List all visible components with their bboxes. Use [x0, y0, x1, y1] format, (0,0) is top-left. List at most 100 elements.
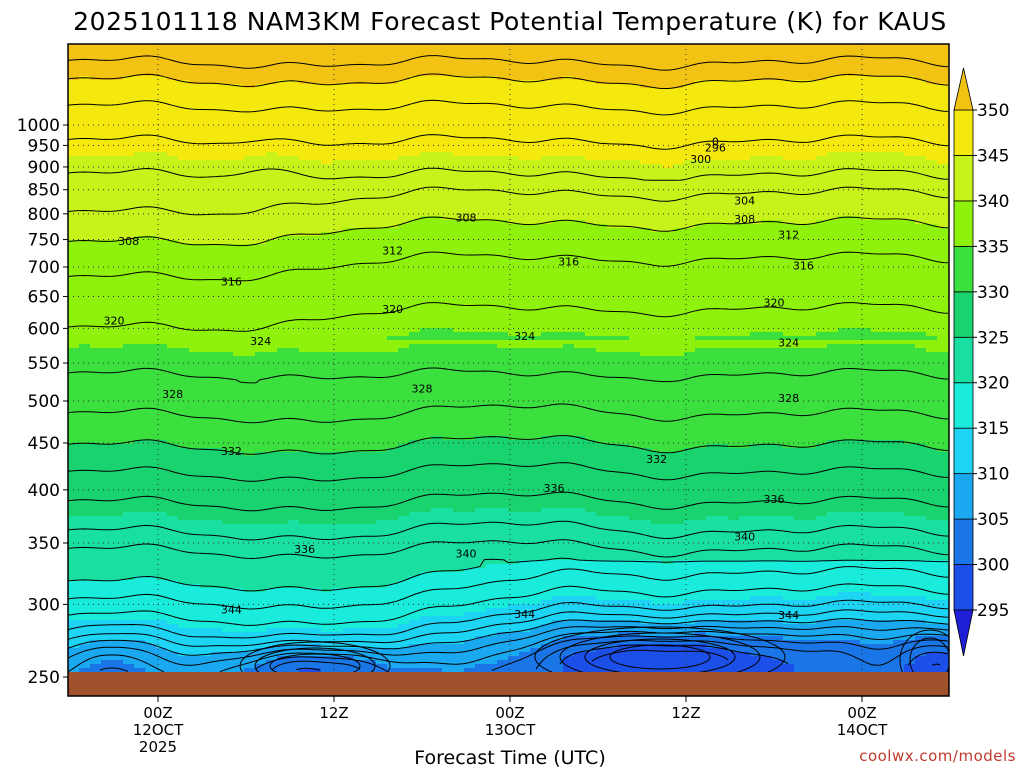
fill-cell: [706, 160, 718, 225]
fill-cell: [838, 44, 850, 77]
x-tick-label: 12OCT: [133, 721, 184, 739]
fill-cell: [783, 560, 795, 601]
fill-cell: [277, 588, 289, 629]
fill-cell: [739, 80, 751, 161]
fill-cell: [629, 160, 641, 229]
fill-cell: [376, 352, 388, 453]
fill-cell: [354, 524, 366, 589]
fill-cell: [409, 332, 421, 341]
fill-cell: [387, 648, 399, 669]
fill-cell: [101, 156, 113, 241]
fill-cell: [860, 440, 872, 513]
fill-cell: [563, 340, 575, 345]
fill-cell: [486, 332, 498, 341]
fill-cell: [860, 512, 872, 561]
contour-lines: [68, 55, 949, 691]
fill-cell: [233, 452, 245, 525]
fill-cell: [640, 600, 652, 625]
fill-cell: [508, 80, 520, 157]
contour-label-336: 336: [544, 482, 565, 495]
fill-cell: [739, 160, 751, 225]
fill-cell: [717, 560, 729, 601]
fill-cell: [893, 152, 905, 221]
fill-cell: [937, 520, 949, 561]
fill-cell: [530, 648, 542, 677]
plot-frame: [67, 43, 950, 697]
fill-cell: [607, 636, 619, 649]
fill-cell: [871, 76, 883, 153]
fill-cell: [343, 228, 355, 353]
fill-cell: [849, 44, 861, 77]
fill-cell: [530, 224, 542, 337]
fill-cell: [772, 444, 784, 517]
fill-cell: [453, 44, 465, 77]
fill-cell: [838, 152, 850, 217]
fill-cell: [343, 352, 355, 453]
fill-cell: [772, 220, 784, 333]
fill-cell: [519, 224, 531, 337]
colorbar-label-330: 330: [977, 283, 1009, 303]
fill-cell: [838, 76, 850, 153]
fill-cell: [519, 604, 531, 633]
fill-cell: [761, 656, 773, 677]
colorbar-label-305: 305: [977, 510, 1009, 530]
fill-cell: [530, 80, 542, 161]
fill-cell: [706, 560, 718, 601]
fill-cell: [376, 452, 388, 521]
fill-cell: [827, 44, 839, 77]
fill-cell: [684, 644, 696, 677]
fill-cell: [244, 244, 256, 357]
fill-cell: [541, 224, 553, 333]
fill-cell: [717, 80, 729, 161]
y-tick-label-750: 750: [28, 231, 60, 251]
fill-cell: [695, 160, 707, 225]
fill-cell: [321, 84, 333, 165]
fill-cell: [299, 352, 311, 453]
fill-cell: [882, 220, 894, 333]
contour-line-314: [68, 599, 949, 639]
fill-cell: [123, 156, 135, 241]
fill-cell: [662, 452, 674, 525]
fill-cell: [134, 640, 146, 669]
fill-cell: [783, 348, 795, 449]
fill-cell: [354, 352, 366, 453]
fill-cell: [398, 44, 410, 81]
fill-cell: [607, 516, 619, 561]
fill-cell: [332, 84, 344, 161]
fill-cell: [849, 216, 861, 329]
fill-cell: [486, 340, 498, 345]
fill-cell: [794, 336, 806, 341]
fill-cell: [156, 240, 168, 345]
fill-cell: [79, 620, 91, 645]
fill-cell: [123, 76, 135, 157]
fill-cell: [772, 596, 784, 621]
fill-cell: [376, 160, 388, 229]
fill-cell: [277, 524, 289, 589]
fill-cell: [629, 560, 641, 601]
fill-cell: [134, 236, 146, 345]
contour-line-344: [68, 167, 949, 181]
fill-cell: [431, 340, 443, 345]
fill-cell: [442, 152, 454, 221]
fill-cell: [79, 580, 91, 621]
fill-cell: [90, 348, 102, 445]
fill-cell: [178, 448, 190, 521]
fill-cell: [541, 156, 553, 225]
fill-cell: [123, 580, 135, 621]
credit-link[interactable]: coolwx.com/models: [859, 747, 1016, 765]
fill-cell: [706, 348, 718, 445]
fill-cell: [519, 652, 531, 677]
fill-cell: [200, 520, 212, 589]
fill-cell: [871, 332, 883, 341]
fill-cell: [354, 628, 366, 649]
fill-cell: [387, 448, 399, 521]
fill-cell: [112, 444, 124, 517]
fill-cell: [805, 80, 817, 161]
fill-cell: [750, 224, 762, 333]
fill-cell: [596, 516, 608, 561]
fill-cell: [255, 44, 267, 85]
fill-cell: [563, 156, 575, 221]
fill-cell: [728, 224, 740, 337]
fill-cell: [750, 444, 762, 517]
fill-cell: [68, 80, 80, 157]
